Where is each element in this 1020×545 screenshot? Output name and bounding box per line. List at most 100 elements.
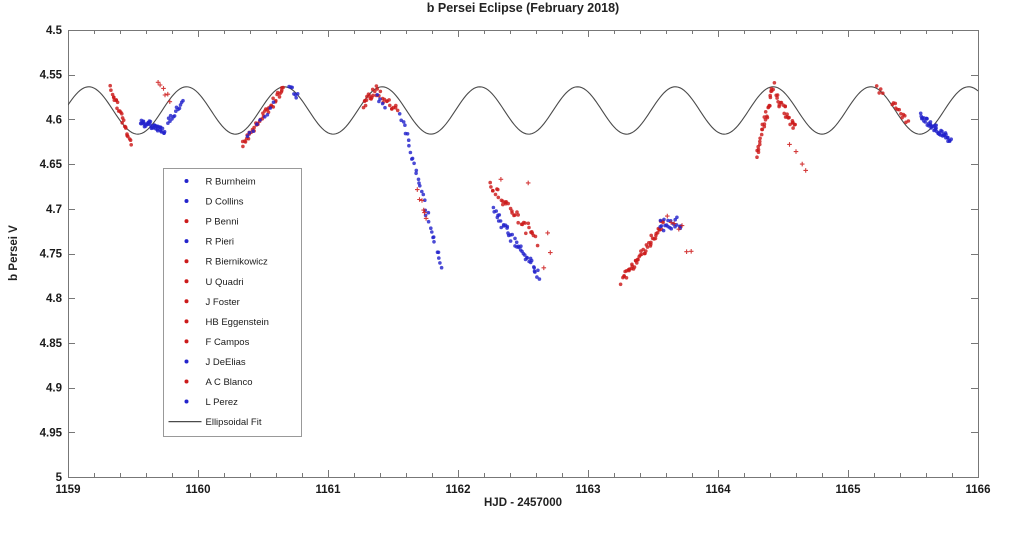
data-point — [622, 274, 626, 278]
scatter-cluster-night2-blue-peak — [287, 84, 300, 100]
scatter-cluster-night1-blue-rise — [166, 98, 185, 125]
data-point — [635, 261, 639, 265]
data-point — [649, 233, 653, 238]
data-point — [756, 150, 761, 154]
data-point — [115, 106, 119, 111]
data-point — [533, 234, 538, 239]
data-point — [897, 107, 901, 112]
data-point — [108, 83, 112, 88]
data-point — [157, 82, 163, 88]
data-point — [946, 135, 950, 140]
data-point — [499, 225, 504, 230]
data-point — [494, 209, 499, 213]
data-point — [513, 213, 517, 217]
data-point — [364, 98, 369, 102]
scatter-cluster-night4-red-outliers — [498, 177, 553, 271]
data-point — [111, 95, 116, 100]
data-point — [949, 137, 953, 141]
data-point — [944, 132, 948, 137]
data-point — [505, 226, 509, 230]
data-point — [760, 127, 764, 132]
scatter-cluster-night1-red-descent — [108, 83, 133, 147]
data-point — [624, 276, 629, 280]
data-point — [401, 120, 406, 124]
data-point — [632, 265, 637, 269]
data-point — [755, 155, 759, 159]
data-point — [493, 192, 498, 197]
data-point — [541, 265, 547, 271]
data-point — [488, 180, 493, 185]
legend-label: P Benni — [206, 217, 239, 228]
data-point — [775, 93, 780, 97]
data-point — [438, 261, 442, 265]
data-point — [129, 143, 133, 147]
data-point — [417, 197, 422, 202]
data-point — [172, 114, 177, 118]
data-point — [431, 235, 436, 239]
data-point — [412, 161, 416, 166]
data-point — [395, 108, 400, 113]
data-point — [406, 138, 411, 142]
data-point — [397, 112, 402, 116]
data-point — [498, 177, 504, 182]
data-point — [410, 156, 415, 161]
data-point — [508, 239, 513, 243]
x-tick-label: 1164 — [706, 484, 732, 496]
legend-marker-blue-dot — [184, 399, 189, 404]
data-point — [421, 192, 426, 197]
x-axis-label: HJD - 2457000 — [484, 497, 562, 509]
legend-label: U Quadri — [206, 277, 244, 288]
data-point — [426, 210, 431, 215]
data-point — [378, 89, 383, 94]
y-tick-label: 4.9 — [46, 383, 62, 395]
scatter-cluster-night7-blue-trough — [918, 111, 953, 143]
data-point — [925, 117, 929, 121]
data-point — [496, 187, 500, 192]
legend-label: L Perez — [206, 397, 239, 408]
ellipsoidal-fit-line — [68, 86, 978, 135]
data-point — [519, 244, 523, 248]
data-point — [128, 138, 133, 142]
data-point — [374, 84, 379, 88]
data-point — [388, 103, 392, 108]
data-point — [803, 168, 808, 173]
data-point — [496, 195, 501, 200]
data-point — [414, 168, 419, 173]
data-point — [382, 97, 387, 102]
data-point — [109, 88, 113, 92]
data-point — [430, 230, 434, 234]
x-tick-label: 1159 — [56, 484, 81, 496]
data-point — [762, 122, 767, 126]
x-tick-label: 1162 — [446, 484, 471, 496]
data-point — [545, 230, 550, 236]
data-point — [243, 140, 248, 144]
data-point — [526, 221, 531, 226]
data-point — [421, 207, 426, 213]
scatter-cluster-night1-blue-trough — [138, 118, 167, 135]
data-point — [110, 92, 115, 97]
data-point — [423, 216, 429, 221]
data-point — [771, 87, 775, 92]
data-point — [501, 202, 505, 207]
data-point — [653, 236, 658, 241]
data-point — [874, 84, 879, 88]
data-point — [903, 114, 907, 118]
scatter-cluster-night3-red-peak — [361, 87, 377, 110]
data-point — [535, 275, 539, 279]
data-point — [115, 100, 120, 105]
data-point — [758, 136, 762, 141]
data-point — [548, 250, 553, 255]
data-point — [679, 223, 685, 228]
data-point — [258, 118, 262, 122]
data-point — [877, 91, 881, 95]
y-tick-label: 4.5 — [46, 25, 63, 37]
data-point — [403, 123, 407, 127]
y-tick-label: 4.65 — [40, 159, 63, 171]
data-point — [763, 110, 768, 114]
y-tick-label: 4.7 — [46, 204, 62, 216]
data-point — [783, 104, 787, 109]
data-point — [121, 118, 126, 122]
scatter-cluster-night5-red-scatter — [665, 213, 694, 254]
y-tick-label: 4.6 — [46, 114, 62, 126]
data-point — [779, 100, 784, 105]
